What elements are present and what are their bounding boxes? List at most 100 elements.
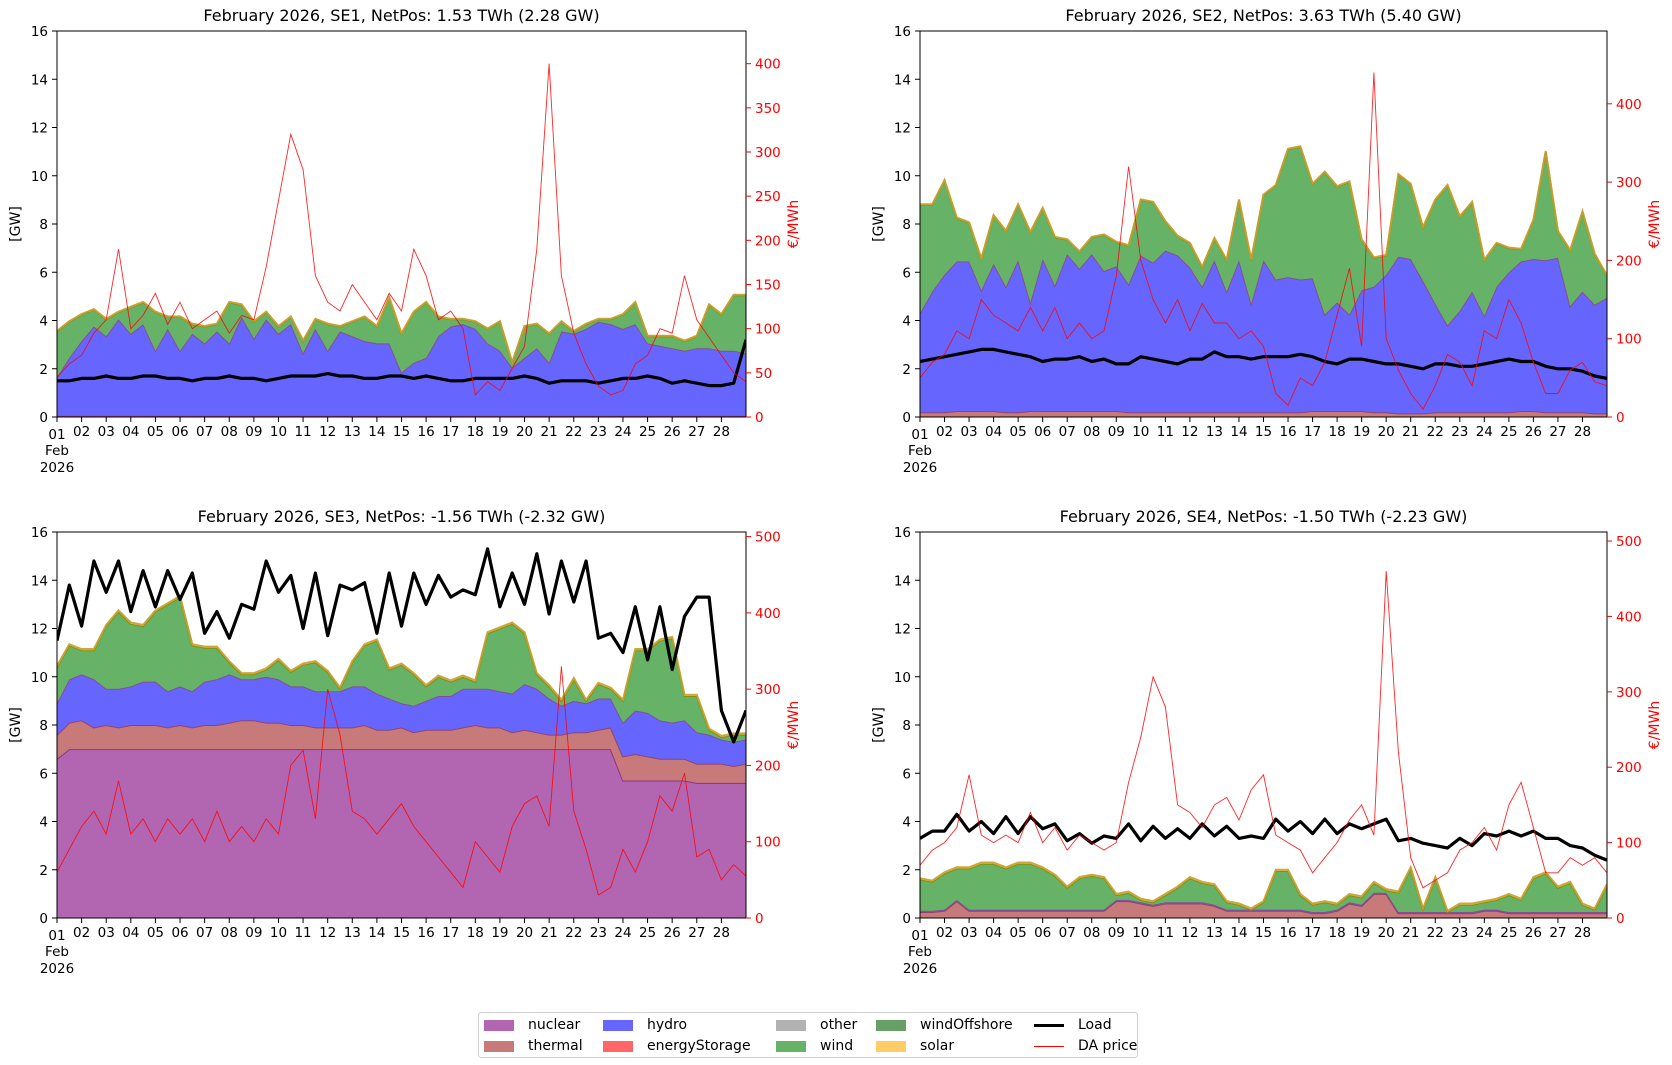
x-tick-label: 19 [491, 424, 508, 440]
y-tick-label: 0 [902, 410, 911, 426]
x-tick-label: 27 [688, 925, 705, 941]
area-wind [57, 597, 746, 742]
y-axis-label: [GW] [871, 206, 887, 242]
y-right-tick-label: 400 [1616, 97, 1642, 113]
y-axis-label: [GW] [871, 707, 887, 743]
legend-swatch-other [776, 1019, 806, 1031]
x-tick-label: 16 [418, 424, 435, 440]
panel-title: February 2026, SE3, NetPos: -1.56 TWh (-… [198, 507, 606, 526]
y-tick-label: 2 [902, 362, 911, 378]
x-tick-label: 09 [1108, 424, 1125, 440]
y-right-tick-label: 50 [755, 366, 772, 382]
x-tick-label: 08 [1083, 424, 1100, 440]
y-tick-label: 2 [902, 863, 911, 879]
x-tick-label: 10 [1132, 424, 1149, 440]
legend-label: thermal [528, 1038, 583, 1054]
x-tick-label: 11 [294, 424, 311, 440]
x-tick-label: 21 [541, 925, 558, 941]
legend-line-price [1034, 1045, 1064, 1047]
x-tick-label: 15 [1255, 925, 1272, 941]
y-right-tick-label: 200 [755, 758, 781, 774]
y-right-tick-label: 350 [755, 101, 781, 117]
y-right-tick-label: 200 [1616, 253, 1642, 269]
x-tick-label: 15 [393, 424, 410, 440]
y-tick-label: 12 [31, 121, 48, 137]
y-tick-label: 4 [902, 314, 911, 330]
y-right-tick-label: 300 [755, 145, 781, 161]
legend-item-other: other [776, 1015, 857, 1035]
x-tick-label: 04 [122, 925, 139, 941]
x-tick-label: 13 [344, 424, 361, 440]
x-tick-label: 03 [98, 424, 115, 440]
legend: nuclear thermal hydro energyStorage othe… [478, 1012, 1138, 1058]
legend-swatch-energy-storage [603, 1040, 633, 1052]
y-axis-label: [GW] [8, 206, 24, 242]
panel-se4: February 2026, SE4, NetPos: -1.50 TWh (-… [871, 507, 1663, 977]
x-tick-label: 21 [541, 424, 558, 440]
legend-swatch-wind [776, 1040, 806, 1052]
x-tick-label: 16 [1279, 925, 1296, 941]
x-tick-label: 20 [1378, 925, 1395, 941]
x-tick-sublabel: 2026 [903, 961, 937, 977]
y-tick-label: 8 [902, 718, 911, 734]
x-tick-label: 23 [1451, 925, 1468, 941]
area-wind [920, 863, 1607, 912]
x-tick-label: 01 [911, 928, 928, 944]
y-right-tick-label: 150 [755, 278, 781, 294]
panel-se2: February 2026, SE2, NetPos: 3.63 TWh (5.… [871, 6, 1663, 476]
panel-title: February 2026, SE2, NetPos: 3.63 TWh (5.… [1065, 6, 1461, 25]
x-tick-label: 18 [467, 424, 484, 440]
y-right-tick-label: 100 [1616, 332, 1642, 348]
y-tick-label: 14 [31, 72, 48, 88]
y-tick-label: 0 [39, 410, 48, 426]
x-tick-label: 20 [516, 424, 533, 440]
legend-swatch-wind-offshore [876, 1019, 906, 1031]
y-right-tick-label: 100 [1616, 836, 1642, 852]
y-tick-label: 14 [31, 573, 48, 589]
x-tick-label: 11 [1157, 925, 1174, 941]
y-tick-label: 10 [31, 670, 48, 686]
x-tick-label: 25 [1500, 925, 1517, 941]
x-tick-label: 26 [664, 925, 681, 941]
load-line [57, 547, 746, 744]
x-tick-label: 06 [171, 424, 188, 440]
x-tick-label: 19 [1353, 925, 1370, 941]
y-right-tick-label: 0 [1616, 911, 1625, 927]
legend-item-da-price: DA price [1034, 1036, 1137, 1056]
x-tick-sublabel: Feb [908, 443, 932, 459]
y-tick-label: 6 [902, 766, 911, 782]
area-wind [57, 295, 746, 378]
y-tick-label: 6 [902, 265, 911, 281]
plot-area [57, 547, 746, 918]
y-tick-label: 16 [894, 24, 911, 40]
x-tick-label: 16 [1279, 424, 1296, 440]
area-edge-solar [920, 861, 1607, 913]
x-tick-label: 15 [393, 925, 410, 941]
x-tick-label: 24 [614, 424, 631, 440]
y-tick-label: 8 [39, 217, 48, 233]
x-tick-label: 07 [196, 925, 213, 941]
y-tick-label: 16 [894, 525, 911, 541]
y-right-tick-label: 200 [1616, 760, 1642, 776]
y-tick-label: 14 [894, 72, 911, 88]
x-tick-sublabel: Feb [908, 944, 932, 960]
x-tick-label: 05 [1010, 424, 1027, 440]
x-tick-label: 05 [1010, 925, 1027, 941]
y-tick-label: 12 [31, 622, 48, 638]
area-edge-solar [920, 145, 1607, 276]
x-tick-label: 21 [1402, 925, 1419, 941]
x-tick-label: 02 [936, 925, 953, 941]
x-tick-label: 27 [1549, 424, 1566, 440]
x-tick-label: 12 [1181, 424, 1198, 440]
area-edge-solar [57, 594, 746, 737]
y-tick-label: 12 [894, 622, 911, 638]
x-tick-label: 16 [418, 925, 435, 941]
y-tick-label: 16 [31, 24, 48, 40]
y-tick-label: 4 [902, 815, 911, 831]
x-tick-sublabel: 2026 [903, 460, 937, 476]
x-tick-label: 01 [48, 928, 65, 944]
x-tick-label: 14 [1230, 424, 1247, 440]
legend-item-wind-offshore: windOffshore [876, 1015, 1013, 1035]
price-line [920, 72, 1607, 411]
